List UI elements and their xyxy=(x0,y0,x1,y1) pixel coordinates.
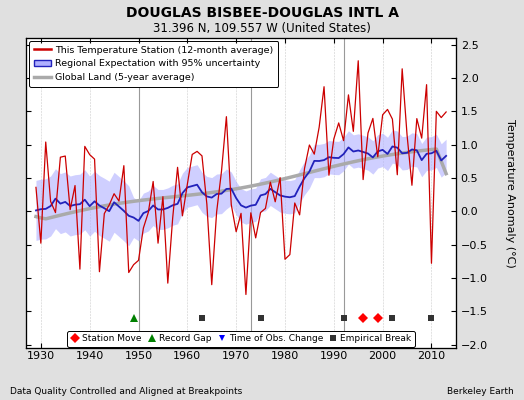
Text: 31.396 N, 109.557 W (United States): 31.396 N, 109.557 W (United States) xyxy=(153,22,371,35)
Legend: Station Move, Record Gap, Time of Obs. Change, Empirical Break: Station Move, Record Gap, Time of Obs. C… xyxy=(67,331,415,347)
Text: DOUGLAS BISBEE-DOUGLAS INTL A: DOUGLAS BISBEE-DOUGLAS INTL A xyxy=(126,6,398,20)
Text: Data Quality Controlled and Aligned at Breakpoints: Data Quality Controlled and Aligned at B… xyxy=(10,387,243,396)
Y-axis label: Temperature Anomaly (°C): Temperature Anomaly (°C) xyxy=(505,119,515,267)
Text: Berkeley Earth: Berkeley Earth xyxy=(447,387,514,396)
